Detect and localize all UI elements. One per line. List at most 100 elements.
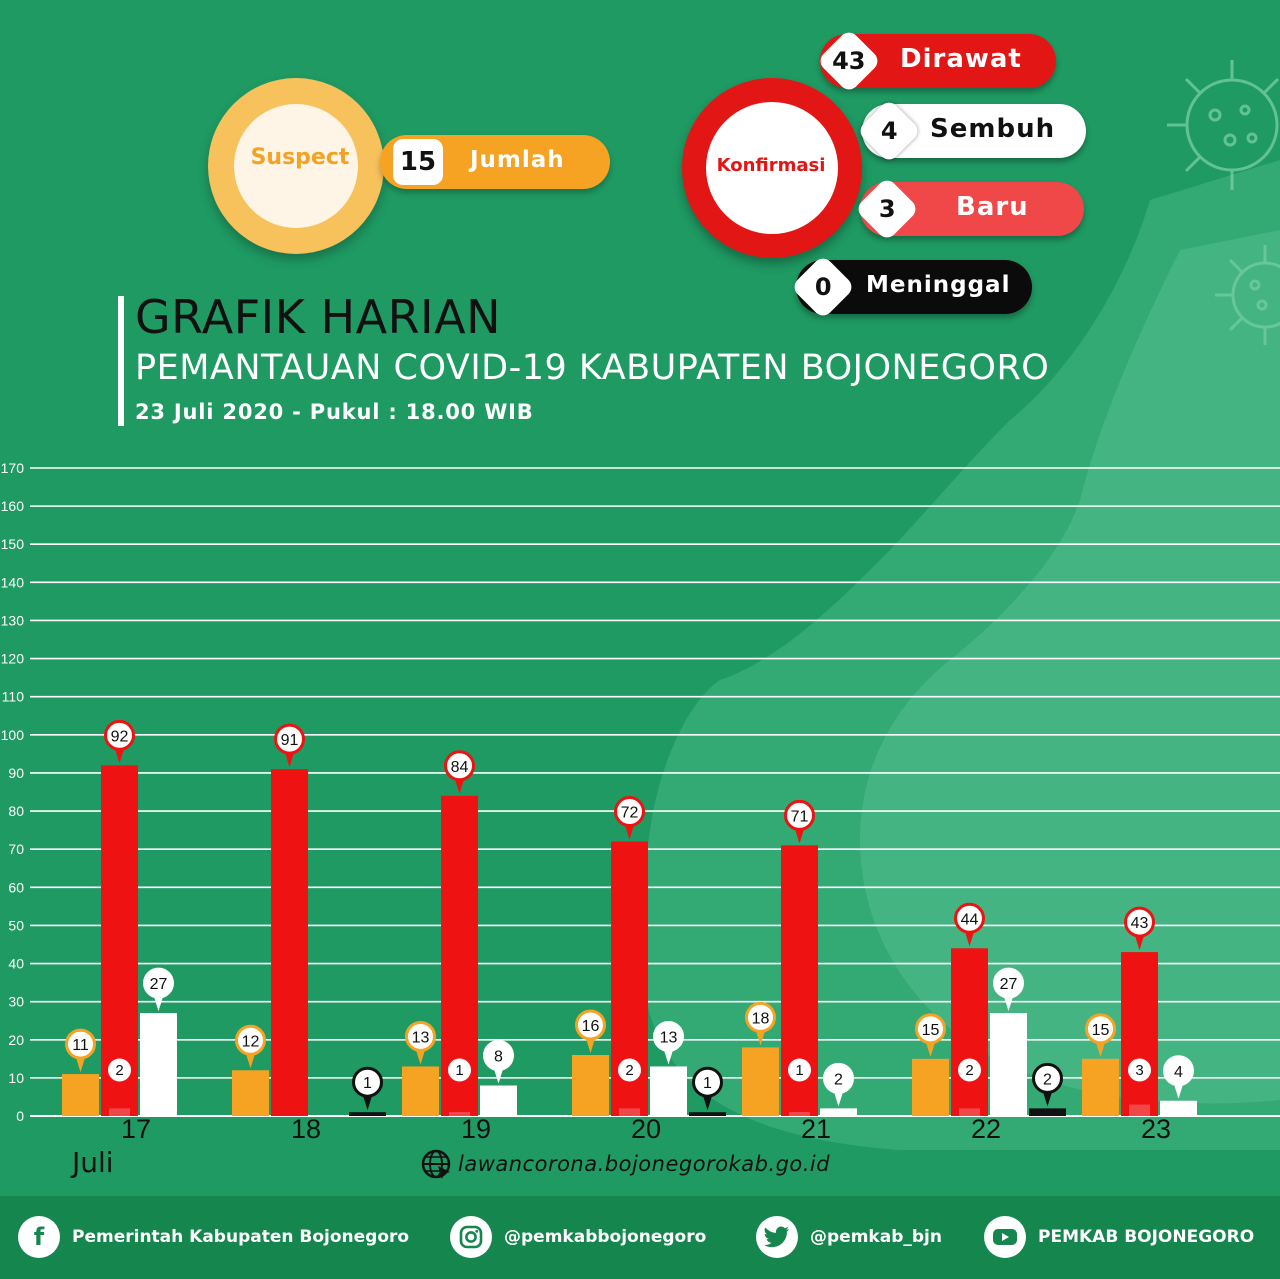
svg-text:15: 15: [922, 1022, 940, 1039]
svg-text:43: 43: [1131, 915, 1149, 932]
website-url: lawancorona.bojonegorokab.go.id: [458, 1152, 831, 1176]
dirawat-pill: 43 Dirawat: [816, 28, 1056, 94]
svg-text:71: 71: [791, 808, 809, 825]
meninggal-bar: [349, 1112, 386, 1116]
meninggal-label: Meninggal: [866, 272, 1011, 298]
meninggal-bar: [689, 1112, 726, 1116]
baru-bar: [449, 1112, 470, 1116]
facebook-label: Pemerintah Kabupaten Bojonegoro: [72, 1227, 410, 1247]
dirawat-bar: [951, 948, 988, 1116]
sembuh-pill: 4 Sembuh: [856, 98, 1086, 164]
x-tick-label: 19: [461, 1114, 491, 1144]
data-label: 13: [653, 1020, 684, 1065]
svg-text:3: 3: [1135, 1062, 1143, 1079]
data-label: 2: [955, 1055, 984, 1085]
data-label: 4: [1163, 1055, 1194, 1099]
data-label: 12: [235, 1024, 266, 1069]
sembuh-bar: [1160, 1100, 1197, 1116]
x-tick-label: 23: [1141, 1114, 1171, 1144]
konfirmasi-circle: [682, 78, 862, 258]
y-tick-label: 120: [1, 651, 25, 667]
y-tick-label: 70: [8, 841, 24, 857]
facebook-icon: f: [18, 1216, 60, 1258]
y-tick-label: 30: [8, 994, 24, 1010]
y-tick-label: 0: [16, 1108, 24, 1124]
svg-text:13: 13: [660, 1029, 678, 1046]
suspect-bar: [912, 1058, 949, 1116]
footer-instagram[interactable]: @pemkabbojonegoro: [450, 1212, 706, 1262]
suspect-bar: [1082, 1058, 1119, 1116]
data-label: 2: [823, 1062, 854, 1107]
data-label: 2: [615, 1055, 644, 1085]
suspect-bar: [402, 1066, 439, 1116]
virus-icon: [1167, 60, 1280, 190]
data-label: 84: [444, 750, 475, 794]
footer-facebook[interactable]: f Pemerintah Kabupaten Bojonegoro: [18, 1212, 409, 1262]
baru-bar: [789, 1112, 810, 1116]
y-tick-label: 90: [8, 765, 24, 781]
data-label: 91: [274, 723, 305, 768]
svg-text:2: 2: [1043, 1071, 1052, 1088]
svg-text:2: 2: [834, 1071, 843, 1088]
website-link[interactable]: lawancorona.bojonegorokab.go.id: [420, 1148, 830, 1180]
suspect-bar: [62, 1074, 99, 1116]
y-tick-label: 10: [8, 1070, 24, 1086]
baru-label: Baru: [956, 192, 1029, 222]
svg-text:8: 8: [494, 1049, 503, 1066]
y-tick-label: 130: [1, 612, 25, 628]
suspect-bar: [742, 1047, 779, 1116]
suspect-count: 15: [393, 139, 443, 185]
y-tick-label: 40: [8, 956, 24, 972]
youtube-icon: [984, 1216, 1026, 1258]
data-label: 71: [784, 799, 815, 844]
virus-icon: [1215, 245, 1280, 345]
svg-text:16: 16: [582, 1018, 600, 1035]
sembuh-bar: [140, 1013, 177, 1116]
data-label: 1: [445, 1055, 474, 1085]
svg-text:11: 11: [72, 1037, 89, 1054]
data-label: 8: [483, 1040, 514, 1084]
x-tick-label: 21: [801, 1114, 831, 1144]
svg-text:72: 72: [621, 805, 639, 822]
data-label: 44: [954, 902, 985, 947]
footer-youtube[interactable]: PEMKAB BOJONEGORO: [984, 1212, 1254, 1262]
x-tick-label: 18: [291, 1114, 321, 1144]
data-label: 27: [143, 967, 174, 1012]
y-tick-label: 100: [1, 727, 25, 743]
data-label: 1: [692, 1066, 723, 1111]
data-label: 2: [105, 1055, 134, 1085]
dirawat-bar: [1121, 952, 1158, 1116]
svg-text:1: 1: [363, 1075, 372, 1092]
y-tick-label: 60: [8, 879, 24, 895]
suspect-circle: [208, 78, 384, 254]
svg-text:27: 27: [1000, 976, 1018, 993]
baru-bar: [619, 1108, 640, 1116]
suspect-bar: [232, 1070, 269, 1116]
baru-bar: [959, 1108, 980, 1116]
month-label: Juli: [72, 1146, 114, 1179]
baru-pill: 3 Baru: [854, 176, 1084, 242]
instagram-icon: [450, 1216, 492, 1258]
x-tick-label: 22: [971, 1114, 1001, 1144]
svg-text:1: 1: [795, 1062, 803, 1079]
title-accent-bar: [118, 296, 124, 426]
sembuh-label: Sembuh: [930, 114, 1056, 144]
data-label: 15: [1085, 1013, 1116, 1057]
y-tick-label: 170: [1, 460, 25, 476]
globe-icon: [421, 1149, 451, 1179]
data-label: 11: [65, 1028, 96, 1073]
data-label: 3: [1125, 1055, 1154, 1085]
data-label: 72: [614, 796, 645, 840]
youtube-label: PEMKAB BOJONEGORO: [1038, 1227, 1255, 1247]
report-date: 23 Juli 2020 - Pukul : 18.00 WIB: [135, 400, 534, 424]
suspect-bar: [572, 1055, 609, 1116]
y-tick-label: 140: [1, 574, 25, 590]
footer-twitter[interactable]: @pemkab_bjn: [756, 1212, 942, 1262]
svg-text:13: 13: [412, 1029, 430, 1046]
dirawat-bar: [271, 769, 308, 1116]
data-label: 43: [1124, 906, 1155, 951]
page-title: GRAFIK HARIAN: [135, 290, 501, 344]
sembuh-bar: [990, 1013, 1027, 1116]
y-tick-label: 50: [8, 917, 24, 933]
svg-text:4: 4: [1174, 1064, 1183, 1081]
